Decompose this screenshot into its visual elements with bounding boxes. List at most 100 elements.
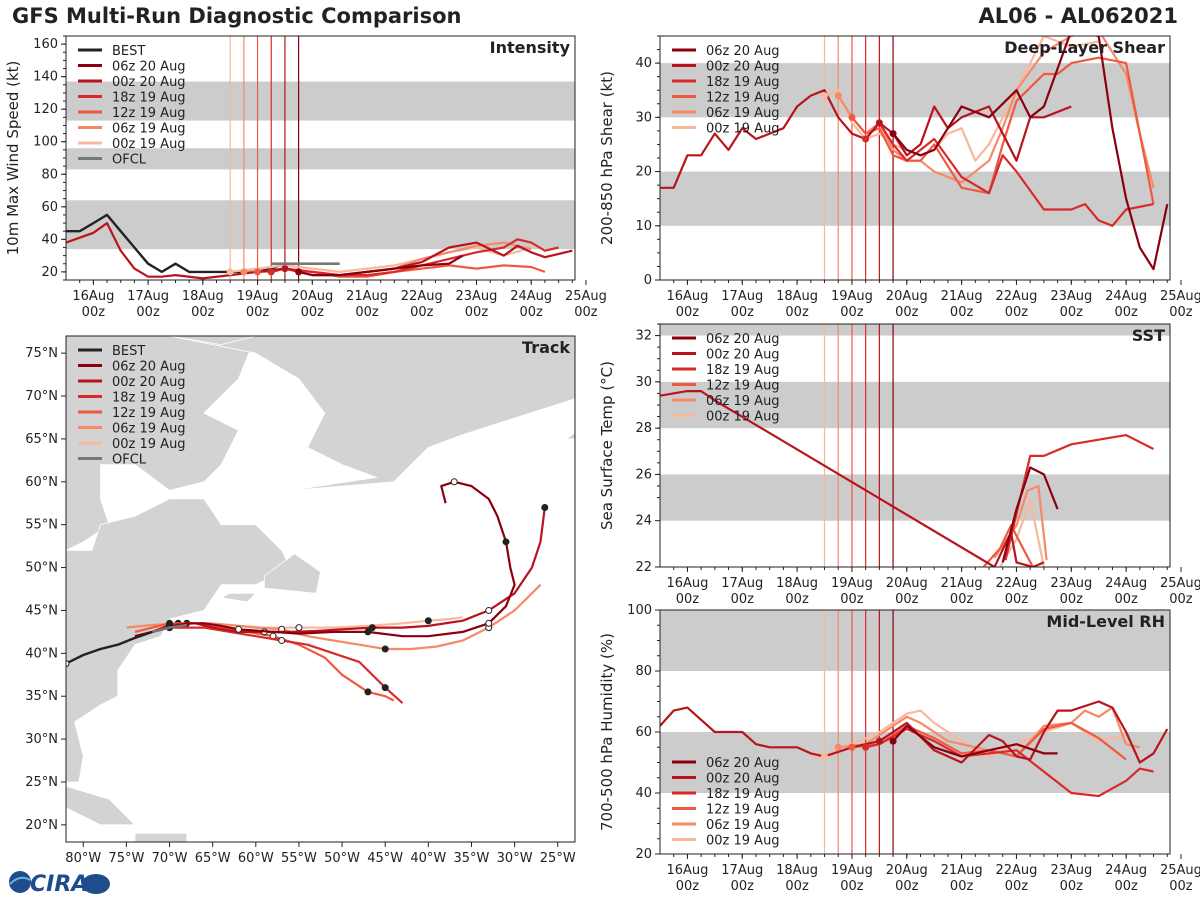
legend-label: 18z 19 Aug [706, 787, 780, 802]
x-tick-label: 80°W [65, 851, 101, 866]
x-tick-label-hour: 00z [731, 305, 755, 320]
legend-label: 00z 19 Aug [706, 410, 780, 425]
track-point [381, 684, 389, 692]
legend-label: 06z 20 Aug [112, 360, 186, 375]
x-tick-label-hour: 00z [676, 592, 700, 607]
x-tick-label-hour: 00z [1114, 879, 1138, 894]
x-tick-label-hour: 00z [246, 305, 270, 320]
legend-label: 06z 20 Aug [112, 60, 186, 75]
x-tick-label-date: 23Aug [456, 289, 498, 304]
hispaniola-land [134, 833, 188, 842]
shaded-band [660, 732, 1170, 793]
track-point [364, 688, 372, 696]
init-marker [875, 737, 883, 745]
x-tick-label: 45°W [367, 851, 403, 866]
x-tick-label-hour: 00z [731, 592, 755, 607]
series-line-1 [660, 390, 1045, 567]
x-tick-label-hour: 00z [1169, 592, 1193, 607]
y-tick-label: 28 [635, 421, 652, 436]
x-tick-label-hour: 00z [676, 305, 700, 320]
x-tick-label: 30°W [497, 851, 533, 866]
x-tick-label-date: 18Aug [776, 863, 818, 878]
series-line-3 [982, 524, 1034, 567]
x-tick-label-date: 16Aug [72, 289, 114, 304]
y-tick-label: 70°N [25, 389, 58, 404]
init-marker [821, 752, 829, 760]
x-tick-label-date: 19Aug [831, 576, 873, 591]
track-line-0 [134, 480, 516, 638]
x-tick-label: 60°W [238, 851, 274, 866]
x-tick-label-hour: 00z [731, 879, 755, 894]
y-tick-label: 40 [635, 56, 652, 71]
y-tick-label: 30 [635, 110, 652, 125]
x-tick-label: 70°W [152, 851, 188, 866]
globe-icon [9, 871, 31, 893]
legend-label: 00z 19 Aug [112, 137, 186, 152]
x-tick-label-date: 17Aug [721, 289, 763, 304]
track-point [368, 624, 376, 632]
legend-label: 18z 19 Aug [112, 391, 186, 406]
legend-label: 06z 19 Aug [706, 818, 780, 833]
x-tick-label-date: 18Aug [776, 289, 818, 304]
shaded-band [660, 474, 1170, 521]
x-tick-label-date: 23Aug [1050, 289, 1092, 304]
x-tick-label: 50°W [324, 851, 360, 866]
best-track-line [66, 630, 153, 665]
land-layer [66, 336, 575, 842]
x-tick-label-date: 21Aug [941, 576, 983, 591]
x-tick-label-hour: 00z [840, 879, 864, 894]
legend-label: 06z 19 Aug [706, 106, 780, 121]
chart-title: Track [522, 338, 570, 357]
x-tick-label: 65°W [195, 851, 231, 866]
init-marker [295, 268, 303, 276]
series-line-0 [892, 724, 1058, 758]
legend-label: 12z 19 Aug [112, 106, 186, 121]
track-point [235, 625, 243, 633]
x-tick-label-hour: 00z [355, 305, 379, 320]
x-tick-label-date: 20Aug [886, 289, 928, 304]
init-marker [875, 119, 883, 127]
legend-label: 12z 19 Aug [112, 406, 186, 421]
y-tick-label: 40°N [25, 646, 58, 661]
y-tick-label: 50°N [25, 561, 58, 576]
plot-area [660, 700, 1169, 798]
caribbean-land [66, 785, 136, 826]
legend-label: 12z 19 Aug [706, 803, 780, 818]
init-marker [848, 743, 856, 751]
x-tick-label-date: 20Aug [886, 576, 928, 591]
y-tick-label: 10 [635, 219, 652, 234]
legend-label: 06z 19 Aug [706, 394, 780, 409]
y-tick-label: 80 [41, 167, 58, 182]
chart-title: Deep-Layer Shear [1004, 38, 1165, 57]
track-point [364, 628, 372, 636]
x-tick-label-hour: 00z [1169, 879, 1193, 894]
greenland-land [169, 336, 575, 491]
x-tick-label-hour: 00z [465, 305, 489, 320]
init-marker [862, 743, 870, 751]
track-point [485, 619, 493, 627]
legend-label: 00z 19 Aug [112, 437, 186, 452]
x-tick-label-date: 24Aug [1105, 863, 1147, 878]
legend-label: OFCL [112, 453, 147, 468]
chart-frame [65, 335, 576, 843]
chart-frame [659, 323, 1171, 568]
shaded-band [660, 381, 1170, 429]
x-tick-label-date: 17Aug [721, 576, 763, 591]
x-tick-label-hour: 00z [1005, 592, 1029, 607]
plot-area [660, 36, 1169, 271]
init-marker [254, 268, 262, 276]
x-tick-label-hour: 00z [1114, 305, 1138, 320]
chart-track: 80°W 75°W 70°W 65°W 60°W 55°W 50°W 45°W 40°W 35°W… [25, 335, 576, 866]
x-tick-label-hour: 00z [785, 879, 809, 894]
y-tick-label: 60 [41, 200, 58, 215]
chart-shear: 01020304016Aug00z17Aug00z18Aug00z19Aug00… [598, 35, 1200, 320]
newfoundland-land [263, 553, 321, 594]
x-tick-label-date: 22Aug [995, 863, 1037, 878]
shaded-band [660, 171, 1170, 226]
shaded-band [66, 200, 575, 250]
track-point [450, 478, 458, 486]
x-tick-label-hour: 00z [895, 305, 919, 320]
series-line-5 [230, 246, 532, 273]
x-tick-label-date: 21Aug [346, 289, 388, 304]
x-tick-label-hour: 00z [785, 305, 809, 320]
